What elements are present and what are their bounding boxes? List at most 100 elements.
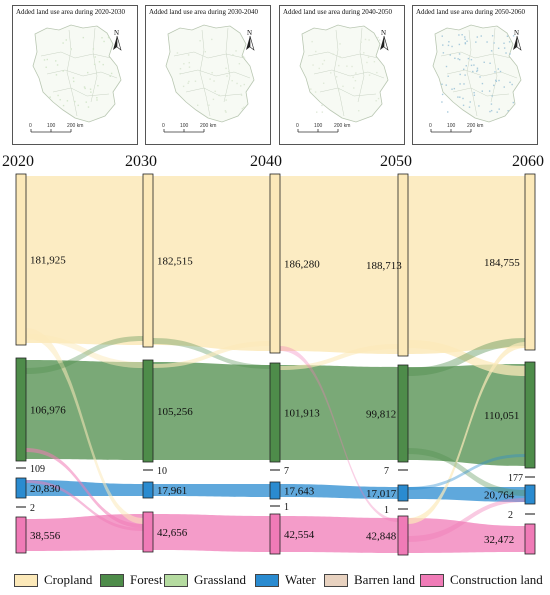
added-land-speck <box>62 42 64 44</box>
added-land-speck <box>442 52 445 54</box>
added-land-speck <box>65 39 67 41</box>
added-land-speck <box>225 111 227 113</box>
added-land-speck <box>314 91 317 93</box>
flow-transfer <box>280 346 398 522</box>
added-land-speck <box>316 111 318 113</box>
added-land-speck <box>238 62 241 65</box>
map-region <box>299 24 389 123</box>
scale-label: 100 <box>180 123 189 129</box>
region-boundary <box>440 51 512 59</box>
added-land-speck <box>355 72 357 74</box>
map-panel-2020-2030: N 0 100 200 km Added land use area during 2… <box>12 5 138 145</box>
added-land-speck <box>503 47 506 49</box>
scale-label: 100 <box>447 123 456 129</box>
north-arrow-icon <box>246 35 255 51</box>
added-land-speck <box>373 60 376 63</box>
node-forest <box>15 357 27 462</box>
added-land-speck <box>360 41 362 43</box>
added-land-speck <box>453 87 456 90</box>
flow-cropland <box>153 176 270 351</box>
map-title: Added land use area during 2020-2030 <box>16 8 126 16</box>
added-land-speck <box>199 40 201 42</box>
map-region <box>32 24 122 123</box>
added-land-speck <box>363 52 365 54</box>
added-land-speck <box>312 64 314 66</box>
added-land-speck <box>459 73 461 76</box>
flow-transfer <box>408 342 525 524</box>
flow-cropland <box>26 176 143 345</box>
node-water <box>397 484 409 502</box>
added-land-speck <box>358 110 360 112</box>
added-land-speck <box>338 89 340 91</box>
map-image: N 0 100 200 km <box>29 24 122 133</box>
region-outline <box>32 24 122 123</box>
value-label: 177 <box>508 473 523 484</box>
added-land-speck <box>225 67 227 70</box>
added-land-speck <box>224 110 227 112</box>
node-construction-land <box>15 516 27 554</box>
added-land-speck <box>342 85 344 88</box>
added-land-speck <box>379 39 381 41</box>
added-land-speck <box>310 88 312 90</box>
added-land-speck <box>338 64 340 67</box>
added-land-speck <box>473 91 475 94</box>
added-land-speck <box>464 42 467 44</box>
added-land-speck <box>459 96 461 98</box>
added-land-speck <box>489 110 491 113</box>
added-land-speck <box>339 56 341 58</box>
legend-swatch <box>255 573 279 587</box>
legend-swatch <box>14 573 38 587</box>
scale-label: 0 <box>296 123 299 129</box>
flow-transfer <box>408 338 525 376</box>
added-land-speck <box>103 40 105 43</box>
added-land-speck <box>214 90 216 93</box>
node-forest <box>269 362 281 463</box>
added-land-speck <box>481 90 483 92</box>
added-land-speck <box>335 76 338 78</box>
value-label: 20,764 <box>484 490 515 502</box>
value-label: 2 <box>30 503 35 514</box>
added-land-speck <box>470 58 473 61</box>
added-land-speck <box>241 107 244 110</box>
added-land-speck <box>494 71 496 73</box>
added-land-speck <box>240 94 243 96</box>
region-boundary <box>185 87 243 97</box>
north-label: N <box>381 29 386 37</box>
added-land-speck <box>479 76 481 78</box>
added-land-speck <box>339 43 341 45</box>
added-land-speck <box>451 88 453 90</box>
flow-transfer <box>408 448 525 496</box>
value-label: 7 <box>284 466 289 477</box>
year-label: 2060 <box>512 153 544 170</box>
map-title: Added land use area during 2030-2040 <box>149 8 259 16</box>
added-land-speck <box>458 53 461 55</box>
added-land-speck <box>491 95 493 97</box>
added-land-speck <box>93 63 96 66</box>
added-land-speck <box>368 74 371 76</box>
value-label: 182,515 <box>157 256 193 268</box>
added-land-speck <box>87 106 90 108</box>
flow-transfer <box>408 340 525 376</box>
value-label: 17,961 <box>157 485 187 497</box>
added-land-speck <box>211 38 213 41</box>
added-land-speck <box>441 83 443 85</box>
added-land-speck <box>82 36 85 39</box>
added-land-speck <box>243 83 245 86</box>
added-land-speck <box>85 101 87 103</box>
added-land-speck <box>322 82 325 84</box>
legend-item-water: Water <box>255 572 316 588</box>
flow-transfer <box>408 498 525 542</box>
added-land-speck <box>457 96 459 98</box>
node-water <box>524 484 536 505</box>
chart-legend: Cropland Forest Grassland Water Barren l… <box>0 568 550 592</box>
added-land-speck <box>490 109 493 112</box>
added-land-speck <box>366 61 368 64</box>
region-outline <box>432 24 522 123</box>
year-label: 2050 <box>380 153 412 170</box>
region-boundary <box>452 87 510 97</box>
added-land-speck <box>493 42 495 44</box>
added-land-speck <box>218 94 220 97</box>
added-land-speck <box>55 60 57 62</box>
region-boundary <box>179 69 251 79</box>
node-forest <box>142 359 154 463</box>
